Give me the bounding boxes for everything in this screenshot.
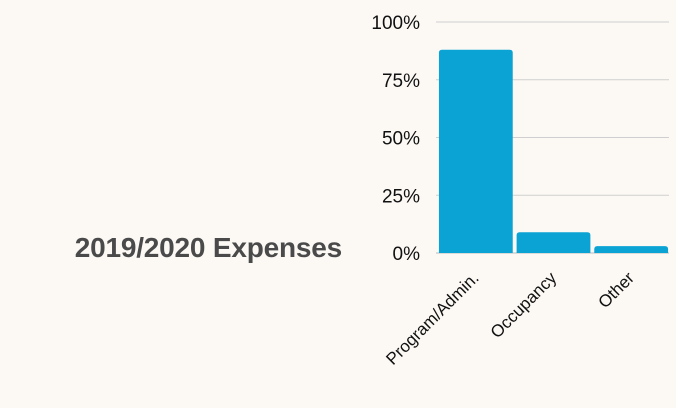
x-category-label: Other (594, 268, 638, 312)
y-tick-label: 75% (382, 71, 420, 92)
y-tick-label: 100% (371, 13, 420, 34)
y-tick-label: 50% (382, 129, 420, 150)
bars (438, 49, 669, 253)
bar (594, 246, 669, 253)
bar (438, 49, 513, 253)
chart-title: 2019/2020 Expenses (74, 232, 342, 263)
x-axis-category-labels: Program/Admin. Occupancy Other (382, 268, 638, 369)
x-category-label: Program/Admin. (382, 268, 482, 368)
y-axis-tick-labels: 0% 25% 50% 75% 100% (371, 13, 420, 265)
y-tick-label: 25% (382, 186, 420, 207)
x-category-label: Occupancy (487, 268, 561, 342)
y-tick-label: 0% (393, 244, 421, 265)
bar (516, 232, 591, 253)
